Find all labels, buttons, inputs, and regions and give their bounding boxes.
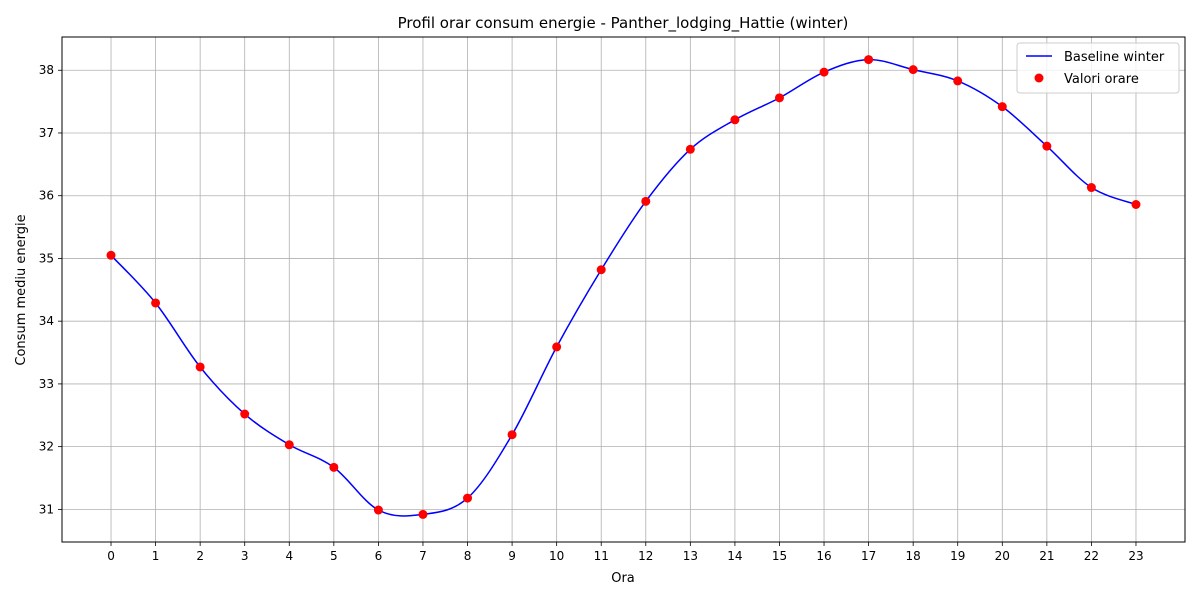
hourly-value-point bbox=[151, 298, 161, 308]
legend-box bbox=[1016, 42, 1180, 94]
x-tick-label: 19 bbox=[950, 549, 965, 563]
legend-entry-baseline: Baseline winter bbox=[1064, 50, 1165, 65]
x-tick-label: 12 bbox=[638, 549, 653, 563]
x-tick-label: 23 bbox=[1128, 549, 1143, 563]
y-tick-label: 31 bbox=[39, 502, 54, 516]
hourly-value-point bbox=[1042, 141, 1052, 151]
hourly-value-point bbox=[1131, 199, 1141, 209]
y-tick-label: 38 bbox=[39, 63, 54, 77]
x-tick-label: 13 bbox=[683, 549, 698, 563]
hourly-value-point bbox=[596, 265, 606, 275]
chart-title: Profil orar consum energie - Panther_lod… bbox=[398, 14, 849, 33]
x-tick-label: 11 bbox=[594, 549, 609, 563]
x-tick-label: 15 bbox=[772, 549, 787, 563]
x-tick-label: 5 bbox=[330, 549, 338, 563]
hourly-value-point bbox=[1086, 183, 1096, 193]
x-axis-title: Ora bbox=[611, 571, 635, 586]
hourly-value-point bbox=[774, 93, 784, 103]
hourly-value-point bbox=[552, 342, 562, 352]
x-tick-label: 8 bbox=[464, 549, 472, 563]
y-tick-label: 34 bbox=[39, 314, 54, 328]
x-tick-label: 1 bbox=[152, 549, 160, 563]
hourly-value-point bbox=[953, 76, 963, 86]
hourly-value-point bbox=[819, 67, 829, 77]
hourly-value-point bbox=[329, 462, 339, 472]
hourly-value-point bbox=[373, 505, 383, 515]
hourly-value-point bbox=[240, 409, 250, 419]
x-tick-label: 14 bbox=[727, 549, 742, 563]
legend-entry-hourly-values: Valori orare bbox=[1064, 72, 1139, 87]
legend-scatter-swatch bbox=[1034, 73, 1044, 83]
y-tick-label: 37 bbox=[39, 126, 54, 140]
hourly-value-point bbox=[997, 102, 1007, 112]
x-tick-label: 16 bbox=[816, 549, 831, 563]
hourly-value-point bbox=[685, 144, 695, 154]
hourly-value-point bbox=[507, 430, 517, 440]
x-tick-label: 18 bbox=[906, 549, 921, 563]
x-tick-label: 21 bbox=[1039, 549, 1054, 563]
hourly-value-point bbox=[195, 362, 205, 372]
x-tick-label: 7 bbox=[419, 549, 427, 563]
grid-lines bbox=[62, 37, 1185, 542]
x-tick-label: 9 bbox=[508, 549, 516, 563]
y-tick-label: 33 bbox=[39, 377, 54, 391]
hourly-value-point bbox=[730, 115, 740, 125]
hourly-value-point bbox=[864, 55, 874, 65]
x-tick-label: 20 bbox=[995, 549, 1010, 563]
x-tick-label: 22 bbox=[1084, 549, 1099, 563]
scatter-series bbox=[106, 55, 1141, 519]
plot-area-frame bbox=[61, 36, 1186, 543]
hourly-value-point bbox=[463, 493, 473, 503]
x-axis-ticks: 0 1 2 3 4 5 6 7 8 9 10 11 12 13 14 15 16 17 18 19 20 21 22 23 bbox=[107, 542, 1144, 563]
x-tick-label: 0 bbox=[107, 549, 115, 563]
x-tick-label: 6 bbox=[375, 549, 383, 563]
hourly-value-point bbox=[106, 250, 116, 260]
x-tick-label: 10 bbox=[549, 549, 564, 563]
x-tick-label: 2 bbox=[196, 549, 204, 563]
legend: Baseline winter Valori orare bbox=[1016, 42, 1180, 94]
hourly-value-point bbox=[641, 196, 651, 206]
x-tick-label: 3 bbox=[241, 549, 249, 563]
hourly-value-point bbox=[418, 509, 428, 519]
y-tick-label: 32 bbox=[39, 440, 54, 454]
y-axis-ticks: 31 32 33 34 35 36 37 38 bbox=[39, 63, 62, 516]
y-tick-label: 36 bbox=[39, 189, 54, 203]
x-tick-label: 4 bbox=[285, 549, 293, 563]
y-axis-title: Consum mediu energie bbox=[14, 214, 29, 365]
hourly-value-point bbox=[284, 440, 294, 450]
y-tick-label: 35 bbox=[39, 251, 54, 265]
hourly-value-point bbox=[908, 65, 918, 75]
x-tick-label: 17 bbox=[861, 549, 876, 563]
